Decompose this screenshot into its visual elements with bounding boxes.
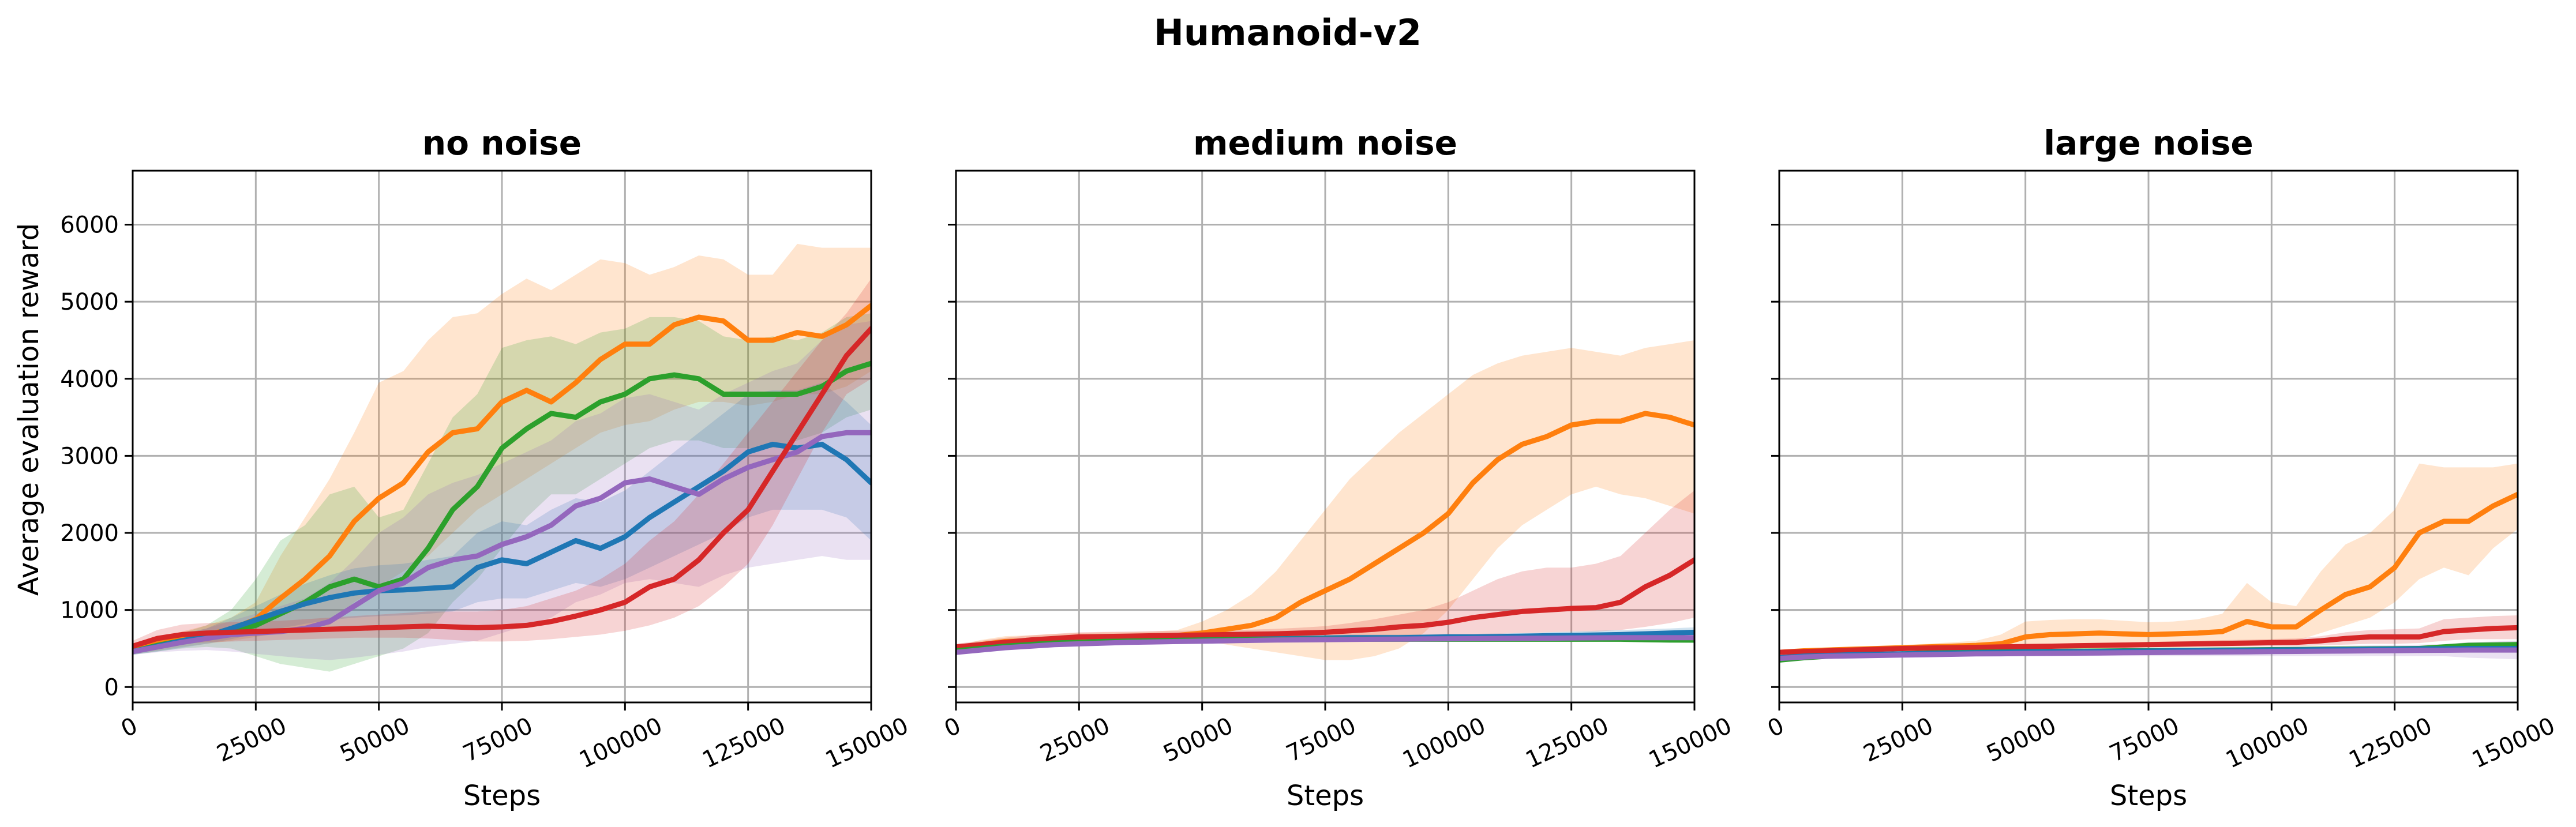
no-noise-line-4 xyxy=(133,326,871,649)
no-noise-band-1 xyxy=(133,313,871,672)
medium-noise-xtick-label-5: 125000 xyxy=(1522,712,1613,773)
no-noise-band-4 xyxy=(133,279,871,651)
large-noise-xtick-label-2: 50000 xyxy=(1982,712,2060,767)
no-noise-ytick-label-5: 5000 xyxy=(60,289,119,315)
large-noise-line-1 xyxy=(1779,625,2518,655)
no-noise-title: no noise xyxy=(422,123,582,163)
large-noise-xtick-label-4: 100000 xyxy=(2222,712,2313,773)
large-noise-band-0 xyxy=(1779,463,2518,655)
no-noise-x-axis-label: Steps xyxy=(463,780,541,812)
no-noise-ytick-label-3: 3000 xyxy=(60,443,119,469)
large-noise-xtick-label-6: 150000 xyxy=(2468,712,2559,773)
medium-noise-line-4 xyxy=(956,635,1694,655)
no-noise-line-2 xyxy=(133,441,871,655)
medium-noise-x-axis-label: Steps xyxy=(1287,780,1364,812)
large-noise-xtick-label-3: 75000 xyxy=(2106,712,2184,767)
figure-title: Humanoid-v2 xyxy=(1154,12,1422,54)
no-noise-band-2 xyxy=(133,382,871,655)
medium-noise-xtick-label-1: 25000 xyxy=(1036,712,1114,767)
medium-noise-line-1 xyxy=(956,557,1694,650)
no-noise-xtick-label-0: 0 xyxy=(117,712,142,742)
no-noise-xtick-label-6: 150000 xyxy=(822,712,913,773)
large-noise-title: large noise xyxy=(2043,123,2253,163)
no-noise-ytick-label-6: 6000 xyxy=(60,212,119,239)
no-noise-ytick-label-4: 4000 xyxy=(60,366,119,393)
large-noise-xtick-label-5: 125000 xyxy=(2345,712,2436,773)
medium-noise-xtick-label-4: 100000 xyxy=(1398,712,1490,773)
no-noise-line-1 xyxy=(133,360,871,655)
medium-noise-xtick-label-2: 50000 xyxy=(1159,712,1237,767)
medium-noise-xtick-label-0: 0 xyxy=(940,712,965,742)
no-noise-xtick-label-4: 100000 xyxy=(575,712,666,773)
no-noise-xtick-label-1: 25000 xyxy=(213,712,291,767)
medium-noise-xtick-label-6: 150000 xyxy=(1645,712,1736,773)
medium-noise-plot-area xyxy=(956,340,1694,660)
no-noise-xtick-label-2: 50000 xyxy=(336,712,414,767)
large-noise-band-1 xyxy=(1779,615,2518,655)
no-noise-plot-area xyxy=(133,243,871,672)
y-axis-label: Average evaluation reward xyxy=(13,223,45,596)
large-noise-plot-area xyxy=(1779,463,2518,663)
large-noise-xtick-label-1: 25000 xyxy=(1859,712,1937,767)
medium-noise-band-0 xyxy=(956,340,1694,660)
no-noise-band-3 xyxy=(133,321,871,660)
no-noise-ytick-label-2: 2000 xyxy=(60,520,119,547)
medium-noise-xtick-label-3: 75000 xyxy=(1283,712,1360,767)
panel-medium-noise: 0 25000 50000 75000 100000 125000 150000 medium… xyxy=(940,123,1736,812)
no-noise-ytick-label-0: 0 xyxy=(104,674,119,701)
large-noise-xtick-label-0: 0 xyxy=(1764,712,1788,742)
no-noise-xtick-label-3: 75000 xyxy=(459,712,537,767)
no-noise-ytick-label-1: 1000 xyxy=(60,597,119,624)
panel-no-noise: 0 25000 50000 75000 100000 125000 150000 0 1000 2… xyxy=(60,123,913,812)
large-noise-x-axis-label: Steps xyxy=(2110,780,2187,812)
panel-large-noise: 0 25000 50000 75000 100000 125000 150000 large … xyxy=(1764,123,2559,812)
no-noise-xtick-label-5: 125000 xyxy=(699,712,790,773)
medium-noise-band-1 xyxy=(956,490,1694,651)
medium-noise-title: medium noise xyxy=(1193,123,1457,163)
large-noise-line-4 xyxy=(1779,647,2518,661)
